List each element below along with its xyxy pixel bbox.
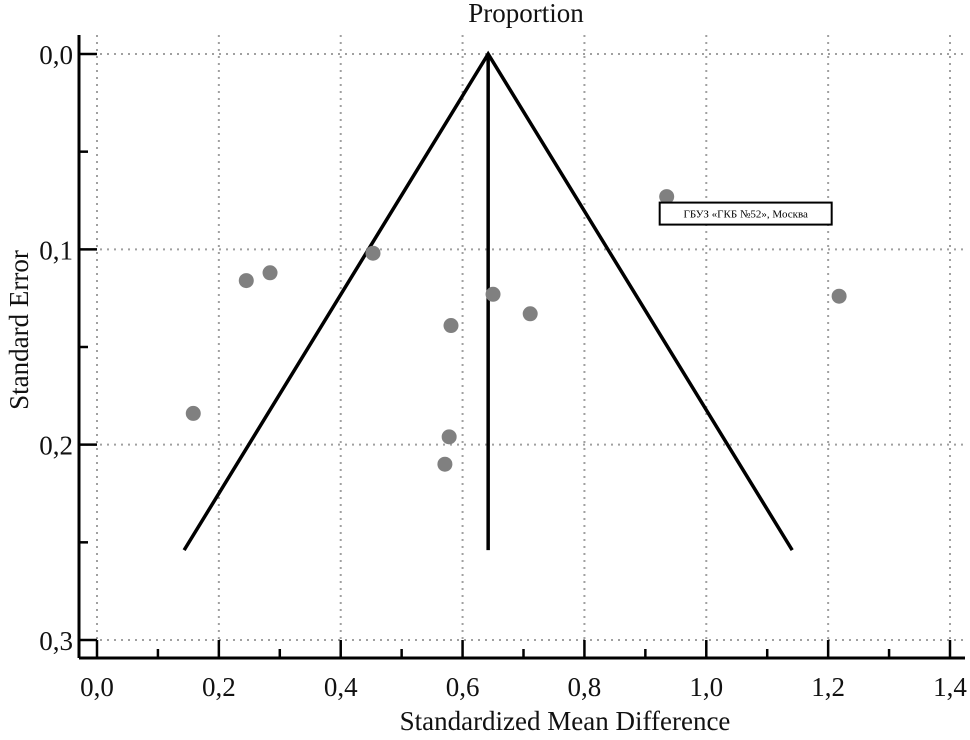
x-tick-label: 1,0 <box>689 672 723 702</box>
study-point <box>437 456 453 472</box>
x-tick-label: 1,2 <box>811 672 845 702</box>
study-point <box>443 318 459 334</box>
study-point <box>831 288 847 304</box>
study-point <box>262 265 278 281</box>
y-tick-label: 0,2 <box>39 431 73 461</box>
point-label: ГБУЗ «ГКБ №52», Москва <box>683 209 808 221</box>
study-point <box>365 245 381 261</box>
x-tick-label: 1,4 <box>933 672 967 702</box>
study-point <box>238 273 254 289</box>
study-point <box>522 306 538 322</box>
chart-title: Proportion <box>468 0 584 28</box>
y-axis-title: Standard Error <box>4 250 34 410</box>
point-label-box <box>658 201 833 226</box>
y-tick-label: 0,3 <box>39 626 73 656</box>
study-point <box>185 405 201 421</box>
x-tick-label: 0,6 <box>446 672 480 702</box>
study-point <box>485 286 501 302</box>
y-tick-label: 0,1 <box>39 235 73 265</box>
x-tick-label: 0,2 <box>202 672 236 702</box>
x-tick-label: 0,8 <box>568 672 602 702</box>
study-point <box>659 189 675 205</box>
y-tick-label: 0,0 <box>39 40 73 70</box>
x-tick-label: 0,0 <box>80 672 114 702</box>
x-tick-label: 0,4 <box>324 672 358 702</box>
study-point <box>441 429 457 445</box>
x-axis-title: Standardized Mean Difference <box>400 706 731 736</box>
